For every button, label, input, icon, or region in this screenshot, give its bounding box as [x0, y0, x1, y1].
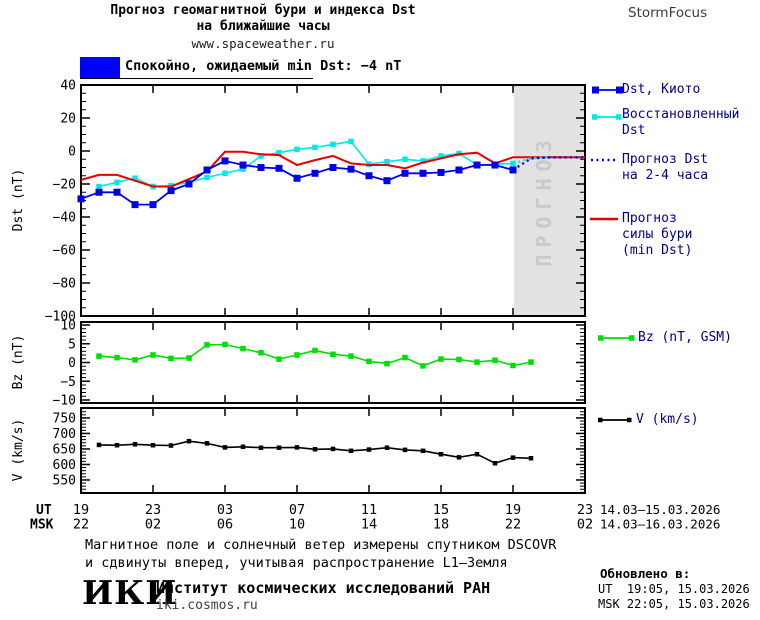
svg-text:19: 19: [505, 502, 521, 518]
svg-text:−80: −80: [53, 277, 76, 292]
svg-text:06: 06: [217, 517, 233, 533]
ut-date-range: 14.03–15.03.2026: [600, 502, 720, 517]
panel-dst: 40 20 0 −20 −40 −60 −80 −100 Dst (nT): [11, 79, 586, 325]
legend-forecast-line2: на 2-4 часа: [622, 168, 709, 183]
svg-text:−20: −20: [53, 178, 76, 193]
updated-msk: MSK 22:05, 15.03.2026: [598, 597, 750, 611]
svg-text:0: 0: [68, 356, 76, 371]
svg-text:−10: −10: [53, 394, 76, 409]
forecast-region: [514, 86, 584, 315]
svg-text:−5: −5: [60, 375, 76, 390]
series-dst_forecast: [512, 156, 585, 172]
legend-dst-kyoto: Dst, Киото: [622, 82, 701, 97]
svg-text:750: 750: [53, 411, 76, 426]
status-text: Спокойно, ожидаемый min Dst: −4 nT: [125, 58, 402, 74]
svg-text:23: 23: [145, 502, 161, 518]
svg-text:11: 11: [361, 502, 377, 518]
svg-text:03: 03: [217, 502, 233, 518]
svg-text:20: 20: [60, 112, 76, 127]
updated-ut: UT 19:05, 15.03.2026: [598, 582, 750, 596]
legend-storm-line2: силы бури: [622, 227, 693, 242]
page-subtitle: на ближайшие часы: [196, 19, 330, 34]
legend-storm-line3: (min Dst): [622, 243, 693, 258]
svg-text:UT: UT: [36, 503, 52, 518]
legend-v: V (km/s): [636, 412, 699, 427]
status-underline: [80, 78, 313, 79]
series-dst_kyoto: [77, 157, 517, 209]
svg-text:07: 07: [289, 502, 305, 518]
updated-label: Обновлено в:: [600, 566, 691, 581]
footnote-line2: и сдвинуты вперед, учитывая распростране…: [85, 555, 508, 571]
legend-forecast-line1: Прогноз Dst: [622, 152, 709, 167]
svg-text:600: 600: [53, 458, 76, 473]
footnote-line1: Магнитное поле и солнечный ветер измерен…: [85, 537, 557, 553]
svg-text:5: 5: [68, 337, 76, 352]
svg-text:−100: −100: [45, 310, 76, 325]
svg-text:14: 14: [361, 517, 377, 533]
series-restored_forecast: [512, 156, 550, 165]
series-v_wind: [96, 438, 534, 466]
series-storm_forecast: [80, 150, 585, 188]
svg-text:10: 10: [289, 517, 305, 533]
msk-date-range: 14.03–16.03.2026: [600, 517, 720, 532]
ylabel-v: V (km/s): [11, 419, 26, 482]
svg-text:0: 0: [68, 145, 76, 160]
svg-text:−40: −40: [53, 211, 76, 226]
svg-text:15: 15: [433, 502, 449, 518]
ylabel-dst: Dst (nT): [11, 169, 26, 232]
svg-text:02: 02: [145, 517, 161, 533]
svg-text:40: 40: [60, 79, 76, 94]
status-color-box: [80, 57, 120, 78]
svg-text:23: 23: [577, 502, 593, 518]
svg-text:−60: −60: [53, 244, 76, 259]
series-dst_restored: [96, 138, 516, 190]
website-link: www.spaceweather.ru: [191, 36, 335, 51]
legend-restored-line1: Восстановленный: [622, 107, 740, 122]
svg-text:650: 650: [53, 442, 76, 457]
legend-markers: [590, 86, 635, 423]
series-bz_gsm: [96, 341, 534, 369]
institute-name: Институт космических исследований РАН: [156, 579, 491, 597]
svg-text:700: 700: [53, 427, 76, 442]
svg-text:18: 18: [433, 517, 449, 533]
svg-text:02: 02: [577, 517, 593, 533]
legend-bz: Bz (nT, GSM): [638, 330, 732, 345]
institute-url: iki.cosmos.ru: [156, 598, 258, 613]
iki-logo: ИКИ: [82, 573, 178, 612]
page-title: Прогноз геомагнитной бури и индекса Dst: [110, 3, 416, 18]
legend-restored-line2: Dst: [622, 123, 646, 138]
brand-label: StormFocus: [628, 5, 708, 21]
forecast-watermark: ПРОГНОЗ: [532, 133, 556, 266]
legend-storm-line1: Прогноз: [622, 211, 677, 226]
svg-text:22: 22: [505, 517, 521, 533]
svg-text:MSK: MSK: [30, 518, 54, 533]
svg-text:10: 10: [60, 319, 76, 334]
panel-bz: 10 5 0 −5 −10 Bz (nT): [11, 319, 586, 409]
svg-text:550: 550: [53, 473, 76, 488]
svg-text:19: 19: [73, 502, 89, 518]
ylabel-bz: Bz (nT): [11, 335, 26, 390]
svg-text:22: 22: [73, 517, 89, 533]
